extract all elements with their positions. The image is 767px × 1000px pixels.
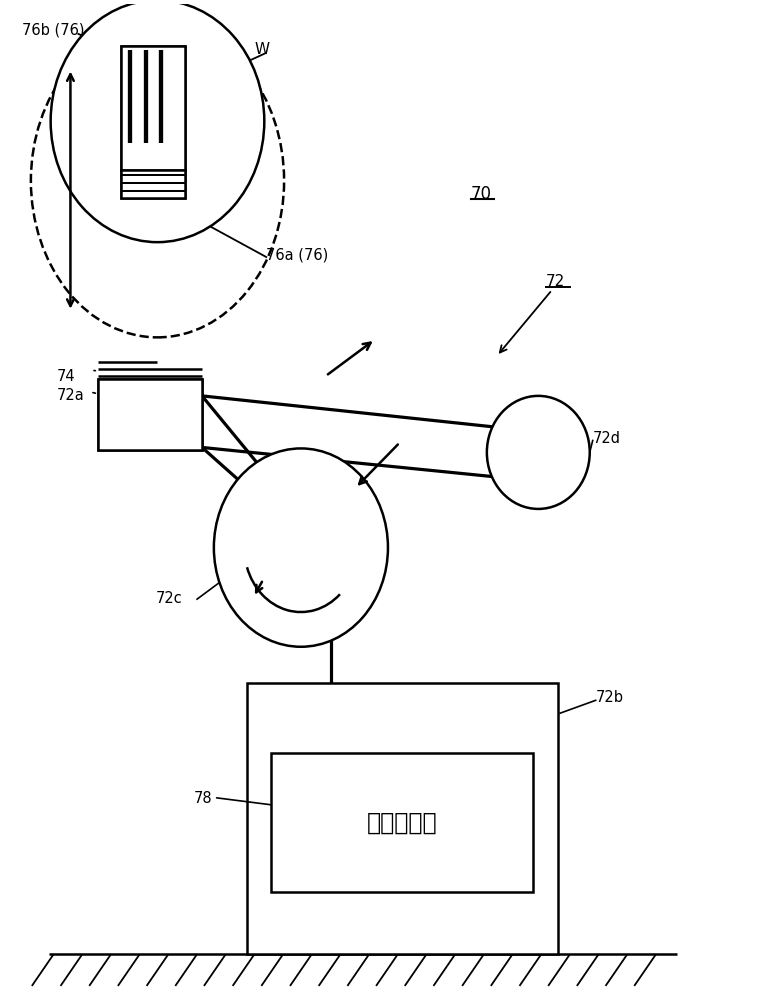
Ellipse shape	[214, 448, 388, 647]
Text: 搞运控制部: 搞运控制部	[367, 810, 438, 834]
Bar	[121, 46, 185, 170]
Bar	[121, 170, 185, 198]
Bar	[121, 46, 185, 170]
Bar	[98, 379, 202, 450]
Bar	[246, 683, 558, 954]
Text: 72b: 72b	[596, 690, 624, 705]
Text: 72: 72	[546, 274, 565, 289]
Text: 72c: 72c	[156, 591, 183, 606]
Bar	[272, 753, 533, 892]
Text: 74: 74	[57, 369, 75, 384]
Ellipse shape	[51, 0, 265, 242]
Text: 76a (76): 76a (76)	[266, 247, 328, 262]
Text: 78: 78	[193, 791, 212, 806]
Ellipse shape	[487, 396, 590, 509]
Bar	[121, 170, 185, 198]
Text: W: W	[255, 42, 269, 57]
Text: 72d: 72d	[593, 431, 621, 446]
Text: 70: 70	[471, 185, 492, 203]
Bar	[98, 379, 202, 450]
Text: 76b (76): 76b (76)	[22, 22, 84, 37]
Text: 72a: 72a	[57, 388, 84, 403]
